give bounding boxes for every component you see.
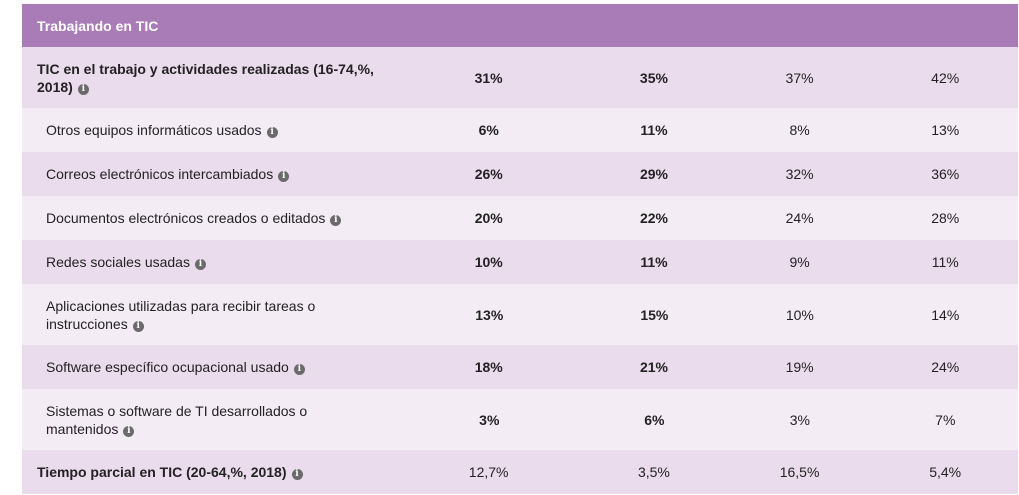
- row-label-text: TIC en el trabajo y actividades realizad…: [37, 60, 374, 95]
- value-cell: 28%: [931, 210, 960, 226]
- table-row: Documentos electrónicos creados o editad…: [22, 196, 1018, 240]
- value-cell: 21%: [639, 359, 668, 375]
- table-row: Sistemas o software de TI desarrollados …: [22, 389, 1018, 450]
- value-cell: 22%: [639, 210, 668, 226]
- info-icon[interactable]: i: [266, 127, 278, 138]
- value-cell: 3%: [789, 411, 810, 428]
- row-label: Software específico ocupacional usado i: [22, 358, 396, 376]
- table-row: Redes sociales usadas i 10% 11% 9% 11%: [22, 240, 1018, 284]
- row-label-text: Tiempo parcial en TIC (20-64,%, 2018): [37, 464, 287, 480]
- table-row: Software específico ocupacional usado i 1…: [22, 345, 1018, 389]
- row-label: Documentos electrónicos creados o editad…: [22, 209, 396, 227]
- value-cell: 11%: [931, 254, 959, 270]
- row-label: Aplicaciones utilizadas para recibir tar…: [22, 297, 397, 333]
- row-label: Redes sociales usadas i: [22, 253, 396, 271]
- table-row: Tiempo parcial en TIC (20-64,%, 2018) i 1…: [22, 450, 1018, 494]
- value-cell: 26%: [474, 166, 503, 182]
- value-cell: 7%: [935, 411, 956, 428]
- value-cell: 32%: [785, 166, 814, 182]
- value-cell: 13%: [475, 306, 504, 323]
- row-label: Correos electrónicos intercambiados i: [22, 165, 396, 183]
- value-cell: 6%: [478, 122, 499, 138]
- value-cell: 11%: [640, 254, 668, 270]
- row-label-text: Software específico ocupacional usado: [46, 359, 289, 375]
- info-icon[interactable]: i: [293, 364, 305, 375]
- row-label-text: Aplicaciones utilizadas para recibir tar…: [46, 297, 316, 332]
- value-cell: 18%: [474, 359, 503, 375]
- info-icon[interactable]: i: [132, 320, 144, 332]
- value-cell: 19%: [785, 359, 814, 375]
- value-cell: 31%: [474, 69, 503, 86]
- value-cell: 14%: [931, 306, 960, 323]
- info-icon[interactable]: i: [194, 259, 206, 270]
- row-label: Sistemas o software de TI desarrollados …: [22, 402, 397, 438]
- value-cell: 13%: [931, 122, 960, 138]
- table-row: Correos electrónicos intercambiados i 26%…: [22, 152, 1018, 196]
- info-icon[interactable]: i: [123, 425, 135, 437]
- table-row: Aplicaciones utilizadas para recibir tar…: [22, 284, 1018, 345]
- value-cell: 24%: [785, 210, 814, 226]
- row-label-text: Sistemas o software de TI desarrollados …: [46, 402, 308, 437]
- row-label-text: Documentos electrónicos creados o editad…: [46, 210, 326, 226]
- value-cell: 35%: [639, 69, 668, 86]
- value-cell: 10%: [474, 254, 503, 270]
- value-cell: 37%: [785, 69, 814, 86]
- row-label-text: Redes sociales usadas: [46, 254, 190, 270]
- value-cell: 12,7%: [468, 464, 509, 480]
- value-cell: 15%: [640, 306, 669, 323]
- row-label: TIC en el trabajo y actividades realizad…: [22, 60, 396, 96]
- ict-table: Trabajando en TIC TIC en el trabajo y ac…: [22, 4, 1018, 494]
- value-cell: 5,4%: [929, 464, 962, 480]
- value-cell: 20%: [474, 210, 503, 226]
- value-cell: 11%: [640, 122, 668, 138]
- value-cell: 10%: [785, 306, 814, 323]
- section-header: Trabajando en TIC: [22, 4, 1018, 47]
- value-cell: 24%: [931, 359, 960, 375]
- value-cell: 9%: [789, 254, 810, 270]
- row-label: Otros equipos informáticos usados i: [22, 121, 396, 139]
- value-cell: 8%: [789, 122, 810, 138]
- value-cell: 6%: [644, 411, 665, 428]
- info-icon[interactable]: i: [330, 215, 342, 226]
- value-cell: 16,5%: [779, 464, 820, 480]
- value-cell: 29%: [639, 166, 668, 182]
- value-cell: 42%: [931, 69, 960, 86]
- row-label-text: Correos electrónicos intercambiados: [46, 166, 274, 182]
- row-label-text: Otros equipos informáticos usados: [46, 122, 262, 138]
- info-icon[interactable]: i: [77, 83, 89, 95]
- info-icon[interactable]: i: [278, 171, 290, 182]
- section-title: Trabajando en TIC: [37, 17, 159, 34]
- table-row: TIC en el trabajo y actividades realizad…: [22, 47, 1018, 108]
- value-cell: 36%: [931, 166, 960, 182]
- row-label: Tiempo parcial en TIC (20-64,%, 2018) i: [22, 463, 396, 481]
- info-icon[interactable]: i: [291, 469, 303, 480]
- table-row: Otros equipos informáticos usados i 6% 11…: [22, 108, 1018, 152]
- value-cell: 3,5%: [637, 464, 670, 480]
- value-cell: 3%: [479, 411, 500, 428]
